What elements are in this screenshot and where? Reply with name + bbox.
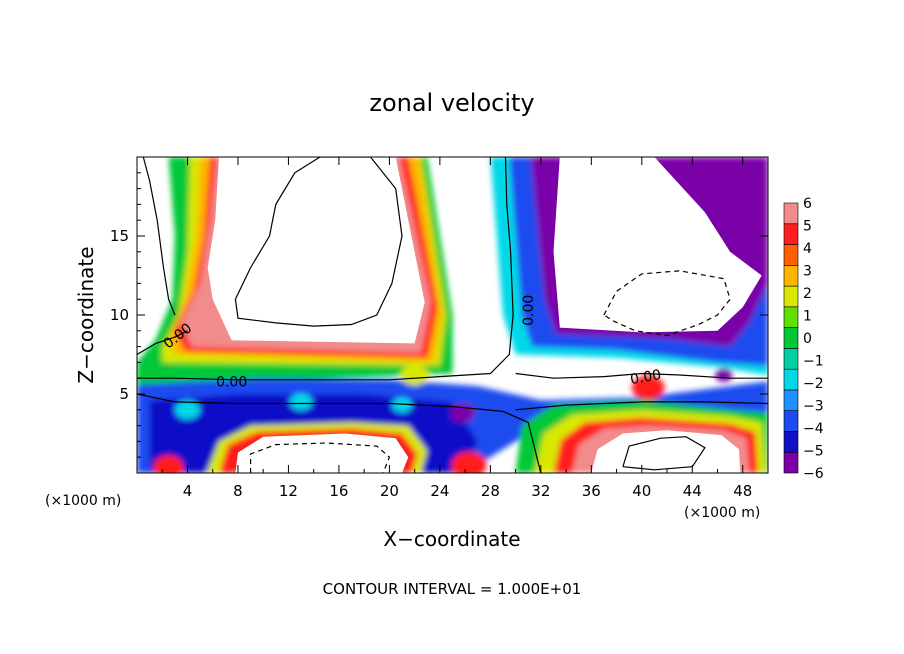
x-tick-label: 36: [582, 482, 601, 500]
colorbar-swatch: [783, 244, 799, 266]
colorbar-swatch: [783, 265, 799, 287]
colorbar-label: 2: [803, 286, 812, 302]
contour-left-edge: [142, 157, 176, 316]
chart-title: zonal velocity: [369, 89, 534, 117]
colorbar-swatch: [783, 223, 799, 245]
colorbar-swatch: [783, 285, 799, 308]
contour-label-mid: 0.00: [216, 374, 247, 390]
y-axis-ticks: 5 10 15: [110, 172, 768, 458]
colorbar-swatch: [783, 327, 799, 349]
saturated-right-upper: [553, 157, 762, 333]
colorbar-swatch: [783, 410, 799, 432]
x-tick-label: 40: [632, 482, 651, 500]
colorbar: −6 −5 −4 −3 −2 −1 0 1 2 3 4 5 6: [783, 196, 824, 482]
saturated-lower-right: [591, 430, 741, 473]
spot-cyan-1: [174, 400, 201, 420]
contour-lower-left-dashed: [250, 442, 391, 473]
colorbar-label: −3: [803, 399, 824, 415]
saturated-lower-left: [235, 433, 409, 473]
colorbar-swatch: [783, 306, 799, 328]
velocity-field: [137, 157, 768, 473]
y-tick-label: 10: [110, 306, 129, 324]
x-tick-label: 4: [183, 482, 193, 500]
colorbar-label: −5: [803, 444, 824, 460]
colorbar-label: −4: [803, 421, 824, 437]
spot-red-1: [631, 375, 665, 400]
x-unit-left: (×1000 m): [45, 493, 121, 509]
x-tick-label: 24: [430, 482, 449, 500]
colorbar-swatch: [783, 451, 799, 474]
colorbar-swatch: [783, 368, 799, 391]
contour-mid: [137, 157, 514, 381]
x-tick-label: 28: [481, 482, 500, 500]
x-tick-label: 48: [733, 482, 752, 500]
contour-label-right: 0.00: [629, 367, 662, 388]
spot-cyan-3: [391, 397, 413, 413]
spot-red-3: [451, 451, 487, 473]
spot-yellow-1: [400, 364, 429, 386]
plot-area: 0.000.000.000.00 4 8 12 16 20 24 28 32 36 40 44 48 …: [110, 156, 769, 500]
x-tick-label: 32: [531, 482, 550, 500]
colorbar-swatch: [783, 202, 799, 225]
contour-upper-lobe: [234, 157, 403, 327]
spot-red-2: [153, 455, 184, 473]
x-tick-label: 12: [279, 482, 298, 500]
contour-upper-left: [137, 330, 188, 356]
contour-lower-right-solid: [622, 436, 706, 471]
colorbar-label: 4: [803, 241, 812, 257]
saturated-left-upper: [207, 157, 425, 344]
y-tick-label: 5: [119, 385, 129, 403]
contour-label-vertical: 0.00: [521, 295, 537, 326]
colorbar-label: −6: [803, 466, 824, 482]
x-unit-right: (×1000 m): [684, 505, 760, 521]
x-tick-label: 16: [329, 482, 348, 500]
contour-right-mid: [515, 372, 768, 379]
x-axis-ticks: 4 8 12 16 20 24 28 32 36 40 44 48: [161, 157, 752, 500]
colorbar-label: 1: [803, 309, 812, 325]
colorbar-label: 6: [803, 196, 812, 212]
x-axis-label: X−coordinate: [383, 527, 520, 551]
contour-bottom-right: [515, 401, 768, 411]
x-tick-label: 44: [683, 482, 702, 500]
spot-violet-2: [715, 368, 733, 382]
colorbar-label: 3: [803, 264, 812, 280]
x-tick-label: 8: [233, 482, 243, 500]
y-tick-label: 15: [110, 227, 129, 245]
colorbar-label: 0: [803, 331, 812, 347]
spot-cyan-2: [289, 393, 313, 411]
colorbar-label: −2: [803, 376, 824, 392]
contour-right-dashed: [603, 270, 731, 337]
colorbar-label: 5: [803, 219, 812, 235]
colorbar-label: −1: [803, 354, 824, 370]
colorbar-swatch: [783, 389, 799, 411]
colorbar-swatch: [783, 348, 799, 370]
colorbar-swatch: [783, 431, 799, 453]
y-axis-label: Z−coordinate: [74, 246, 98, 383]
contour-interval-note: CONTOUR INTERVAL = 1.000E+01: [323, 580, 582, 598]
contour-bottom: [137, 393, 542, 473]
x-tick-label: 20: [380, 482, 399, 500]
